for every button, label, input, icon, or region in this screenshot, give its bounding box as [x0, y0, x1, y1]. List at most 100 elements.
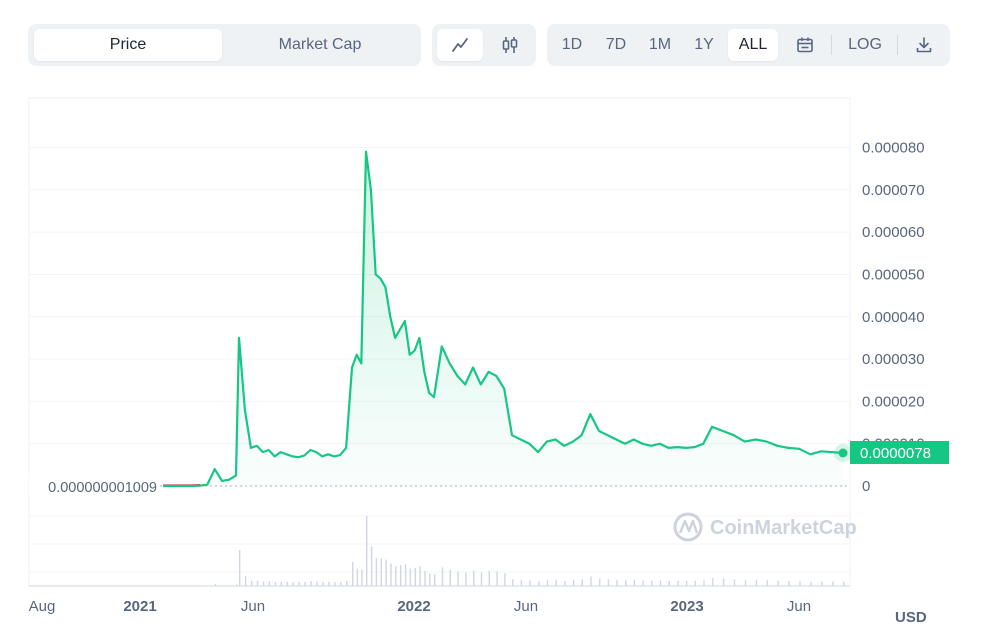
volume-bar: [409, 568, 412, 586]
volume-bar: [722, 578, 725, 586]
y-tick-label: 0.000070: [862, 182, 925, 199]
volume-bar: [229, 585, 231, 586]
y-tick-labels: 00.0000100.0000200.0000300.0000400.00005…: [862, 140, 925, 496]
calendar-icon: [797, 37, 813, 53]
line-chart-icon: [452, 38, 468, 52]
volume-bar: [280, 581, 282, 586]
volume-bar: [346, 580, 348, 586]
price-area-fill: [163, 151, 843, 486]
volume-bar: [788, 580, 790, 586]
volume-bar: [361, 569, 363, 586]
volume-bar: [572, 580, 575, 586]
x-tick-label: 2023: [670, 598, 703, 615]
volume-bar: [512, 579, 514, 587]
volume-bar: [755, 579, 758, 586]
volume-bar: [538, 581, 540, 586]
chart-toolbar: Price Market Cap 1D 7D 1M 1Y ALL LOG: [28, 24, 950, 66]
coinmarketcap-logo-icon: [673, 512, 703, 542]
volume-bar: [449, 569, 451, 586]
current-price-label: 0.0000078: [860, 445, 931, 462]
volume-bar: [555, 579, 557, 586]
volume-bar: [316, 581, 318, 586]
download-button[interactable]: [904, 29, 944, 61]
volume-bar: [685, 580, 688, 586]
volume-bar: [214, 583, 217, 587]
range-1m[interactable]: 1M: [648, 36, 672, 53]
volume-bar: [473, 570, 475, 586]
baseline-label: 0.000000001009: [29, 477, 159, 497]
volume-bar: [340, 581, 342, 586]
volume-bar: [262, 581, 265, 586]
volume-bar: [677, 580, 679, 586]
x-tick-label: Jun: [787, 598, 811, 615]
volume-bar: [310, 581, 312, 586]
tab-price[interactable]: Price: [34, 29, 222, 61]
volume-bar: [625, 580, 627, 586]
x-tick-label: 2021: [123, 598, 156, 615]
volume-bar: [465, 572, 467, 586]
volume-bar: [256, 580, 259, 586]
volume-bar: [292, 582, 294, 586]
y-tick-label: 0.000030: [862, 351, 925, 368]
volume-bars: [207, 516, 845, 587]
log-scale-button[interactable]: LOG: [848, 36, 882, 53]
range-all[interactable]: ALL: [728, 29, 778, 61]
y-tick-label: 0.000040: [862, 309, 925, 326]
current-price-dot: [838, 448, 848, 458]
volume-bar: [529, 580, 531, 586]
volume-bar: [434, 574, 436, 586]
volume-bar: [651, 580, 653, 586]
download-icon: [916, 37, 932, 53]
volume-bar: [222, 585, 224, 586]
volume-bar: [375, 557, 378, 586]
range-1y[interactable]: 1Y: [694, 36, 714, 53]
volume-bar: [633, 579, 636, 586]
volume-bar: [607, 579, 610, 587]
volume-bar: [520, 579, 523, 586]
volume-bar: [599, 578, 601, 586]
volume-bar: [843, 581, 845, 586]
volume-bar: [424, 570, 426, 586]
volume-bar: [244, 575, 247, 586]
y-tick-label: 0.000060: [862, 224, 925, 241]
y-tick-label: 0.000080: [862, 140, 925, 157]
plot-frame: [28, 97, 851, 587]
volume-bar: [694, 580, 696, 586]
line-chart-button[interactable]: [437, 29, 483, 61]
volume-bar: [504, 573, 506, 586]
volume-bar: [429, 573, 431, 586]
volume-bar: [457, 571, 459, 586]
volume-bar: [239, 550, 241, 586]
volume-bar: [356, 568, 359, 586]
range-7d[interactable]: 7D: [605, 36, 627, 53]
volume-bar: [546, 580, 549, 586]
volume-bar: [274, 582, 277, 586]
volume-bar: [733, 579, 736, 587]
volume-bar: [441, 567, 444, 586]
baseline-label-text: 0.000000001009: [48, 480, 157, 496]
volume-bar: [668, 580, 670, 586]
candlestick-icon: [502, 37, 518, 53]
volume-bar: [616, 579, 618, 586]
x-tick-label: 2022: [397, 598, 430, 615]
current-price-tag: 0.0000078: [850, 441, 949, 464]
x-tick-label: Aug: [29, 598, 56, 615]
x-tick-label: Jun: [241, 598, 265, 615]
y-tick-label: 0.000020: [862, 393, 925, 410]
tab-market-cap[interactable]: Market Cap: [278, 36, 362, 53]
volume-bar: [328, 581, 330, 586]
volume-bar: [712, 578, 714, 586]
range-1d[interactable]: 1D: [561, 36, 583, 53]
calendar-button[interactable]: [785, 29, 825, 61]
currency-label: USD: [895, 609, 927, 626]
volume-bar: [334, 582, 336, 586]
volume-bar: [703, 580, 705, 586]
volume-bar: [642, 580, 644, 586]
volume-bar: [385, 559, 387, 586]
candlestick-button[interactable]: [487, 29, 533, 61]
volume-bar: [304, 582, 306, 586]
x-tick-label: Jun: [514, 598, 538, 615]
volume-bar: [480, 572, 483, 586]
volume-bar: [419, 566, 421, 586]
